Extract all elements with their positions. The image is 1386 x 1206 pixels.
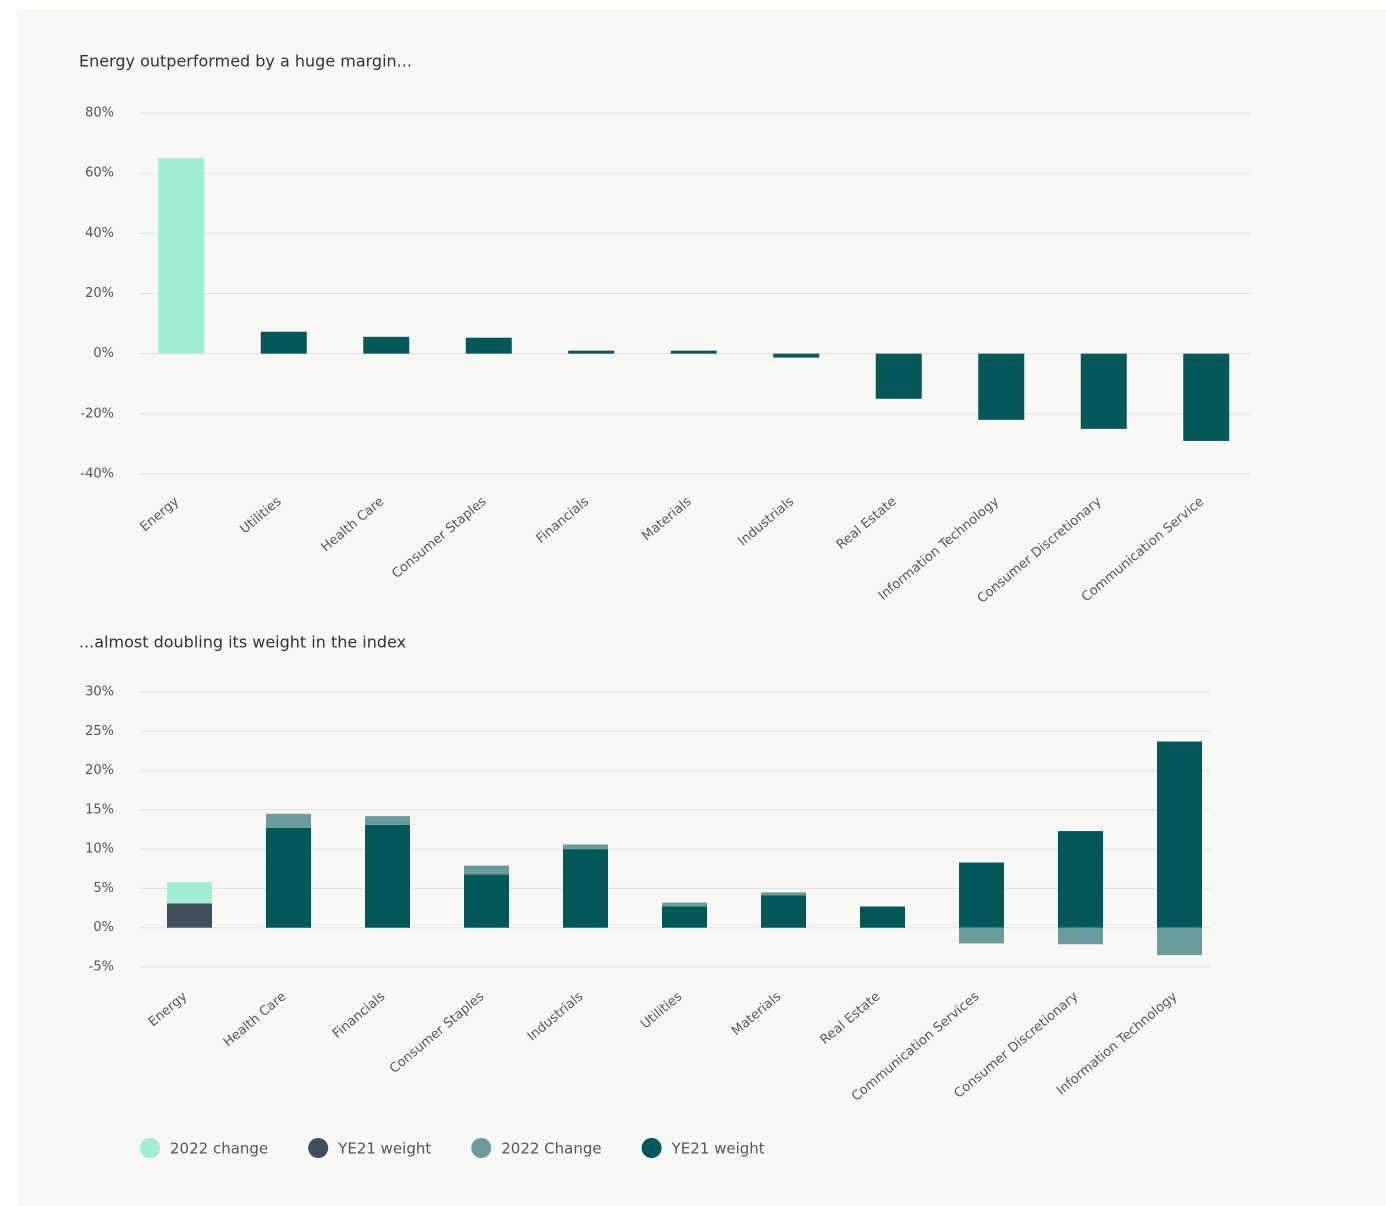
bar xyxy=(959,927,1004,944)
y-tick-label: 20% xyxy=(85,763,114,778)
y-tick-label: -20% xyxy=(80,406,114,421)
y-tick-label: 25% xyxy=(85,724,114,739)
bar xyxy=(158,158,205,354)
legend-swatch xyxy=(471,1138,492,1158)
y-tick-label: 80% xyxy=(85,106,114,121)
bar xyxy=(662,902,707,907)
bar xyxy=(568,350,615,354)
bar xyxy=(860,906,905,928)
bar xyxy=(365,824,410,928)
bar xyxy=(662,906,707,928)
y-tick-label: 60% xyxy=(85,166,114,181)
panel xyxy=(17,10,1386,1206)
legend-label: YE21 weight xyxy=(671,1140,765,1158)
y-tick-label: 20% xyxy=(85,286,114,301)
bar xyxy=(959,862,1004,928)
bar xyxy=(167,903,212,928)
legend-label: YE21 weight xyxy=(337,1140,431,1158)
y-tick-label: -40% xyxy=(80,467,114,482)
bar xyxy=(167,882,212,904)
legend-label: 2022 change xyxy=(170,1140,268,1158)
bar xyxy=(761,892,806,896)
bar xyxy=(365,816,410,825)
bar xyxy=(260,331,307,354)
bar xyxy=(978,353,1025,420)
bar xyxy=(773,353,820,358)
bar xyxy=(670,350,717,354)
y-tick-label: 10% xyxy=(85,842,114,857)
bar xyxy=(1157,741,1202,928)
bar xyxy=(875,353,922,399)
bar xyxy=(1058,831,1103,928)
y-tick-label: 40% xyxy=(85,226,114,241)
bar xyxy=(266,813,311,828)
bar xyxy=(266,827,311,928)
bar xyxy=(464,874,509,928)
legend-swatch xyxy=(308,1138,329,1158)
y-tick-label: 0% xyxy=(93,346,114,361)
bar xyxy=(761,895,806,928)
bar xyxy=(1157,927,1202,956)
chart-title: ...almost doubling its weight in the ind… xyxy=(79,633,406,652)
bar xyxy=(363,336,410,354)
y-tick-label: 5% xyxy=(93,881,114,896)
legend-swatch xyxy=(641,1138,662,1158)
bar xyxy=(1058,927,1103,945)
y-tick-label: 30% xyxy=(85,685,114,700)
bar xyxy=(563,844,608,850)
bar xyxy=(464,865,509,875)
legend-label: 2022 Change xyxy=(501,1140,601,1158)
chart-title: Energy outperformed by a huge margin... xyxy=(79,52,412,71)
bar xyxy=(1183,353,1230,441)
bar xyxy=(563,849,608,928)
y-tick-label: -5% xyxy=(89,960,114,975)
y-tick-label: 15% xyxy=(85,802,114,817)
legend-swatch xyxy=(140,1138,160,1158)
y-tick-label: 0% xyxy=(93,920,114,935)
bar xyxy=(1080,353,1127,429)
bar xyxy=(465,337,512,354)
